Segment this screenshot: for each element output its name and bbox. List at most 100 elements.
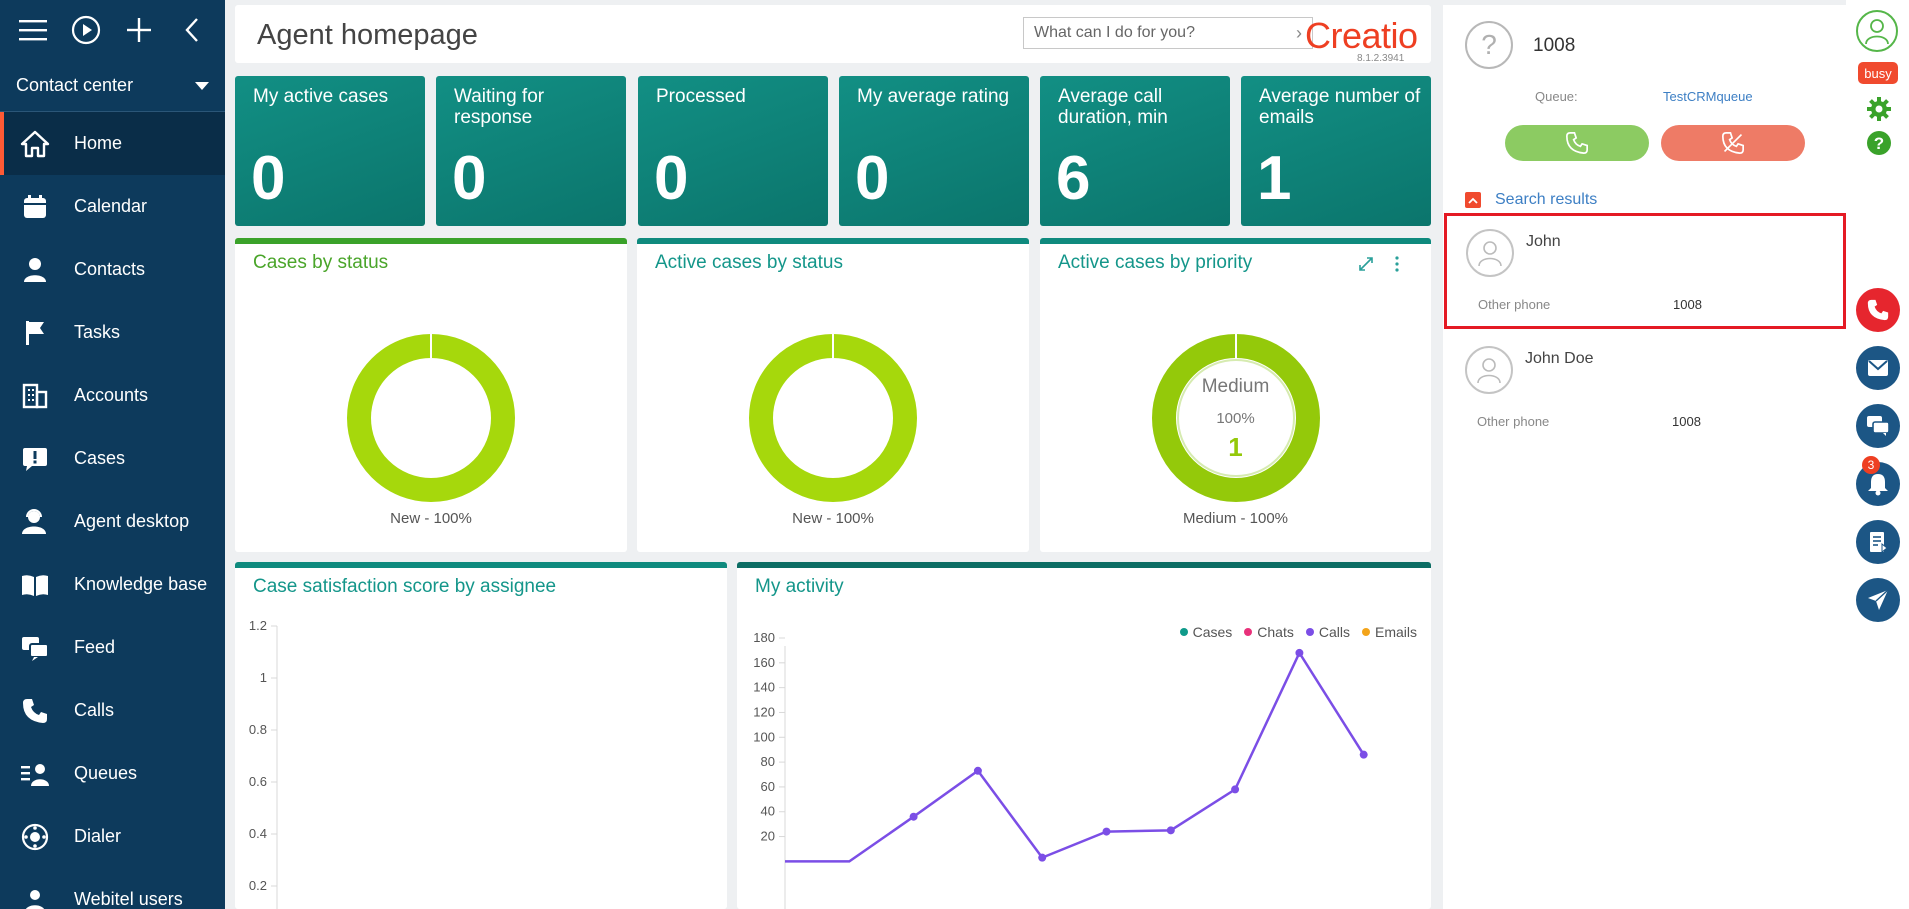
sidebar-item-home[interactable]: Home [0, 112, 225, 175]
kpi-label: My active cases [253, 86, 389, 107]
kpi-label: Waiting for response [454, 86, 545, 128]
sidebar-item-agent-desktop[interactable]: Agent desktop [0, 490, 225, 553]
donut-center-label: Medium [1201, 376, 1270, 397]
y-tick-label: 180 [753, 630, 775, 645]
kpi-value: 0 [251, 144, 286, 213]
data-point-calls[interactable] [1102, 827, 1111, 836]
sidebar-item-label: Calls [74, 700, 115, 720]
case-icon [20, 444, 50, 474]
sidebar-item-calendar[interactable]: Calendar [0, 175, 225, 238]
kpi-tile-active-cases[interactable]: My active cases 0 [235, 76, 425, 226]
active-cases-by-status-card: Active cases by status New - 100% [637, 238, 1029, 552]
y-tick-label: 20 [761, 829, 775, 844]
status-badge[interactable]: busy [1858, 62, 1898, 84]
end-call-button[interactable] [1661, 125, 1805, 161]
y-tick-label: 100 [753, 729, 775, 744]
send-button[interactable] [1856, 578, 1900, 622]
chevron-right-icon[interactable]: › [1296, 22, 1302, 43]
phone-field-value: 1008 [1673, 297, 1702, 312]
workplace-selector[interactable]: Contact center [0, 60, 225, 112]
card-title: Cases by status [253, 252, 389, 273]
queue-label: Queue: [1535, 89, 1578, 104]
contact-name-link[interactable]: John Doe [1525, 350, 1594, 367]
search-results-header[interactable]: Search results [1465, 191, 1597, 209]
data-point-calls[interactable] [909, 812, 918, 821]
add-button[interactable] [120, 8, 159, 52]
card-title: Case satisfaction score by assignee [253, 576, 557, 597]
help-icon[interactable]: ? [1866, 130, 1892, 156]
kpi-tile-processed[interactable]: Processed 0 [638, 76, 828, 226]
process-log-button[interactable] [1856, 520, 1900, 564]
queue-icon [20, 759, 50, 789]
answer-call-button[interactable] [1505, 125, 1649, 161]
donut-center-value: 1 [1228, 432, 1243, 462]
dialer-icon [20, 822, 50, 852]
sidebar-item-calls[interactable]: Calls [0, 679, 225, 742]
sidebar-item-label: Cases [74, 448, 126, 468]
workplace-label: Contact center [16, 75, 134, 95]
expand-icon[interactable] [1358, 256, 1374, 272]
sidebar-item-feed[interactable]: Feed [0, 616, 225, 679]
donut-slice-new[interactable] [749, 334, 917, 502]
page-header: Agent homepage What can I do for you? › … [235, 5, 1431, 64]
chat-button[interactable] [1856, 404, 1900, 448]
data-point-calls[interactable] [1231, 785, 1240, 794]
feed-icon [20, 633, 50, 663]
legend-item-chats[interactable]: Chats [1244, 624, 1294, 640]
phone-icon [20, 696, 50, 726]
sidebar-item-cases[interactable]: Cases [0, 427, 225, 490]
person-icon [20, 255, 50, 285]
kpi-tile-emails[interactable]: Average number of emails 1 [1241, 76, 1431, 226]
data-point-calls[interactable] [1359, 750, 1368, 759]
building-icon [20, 381, 50, 411]
process-button[interactable] [67, 8, 106, 52]
activity-chart: 180 160 140 120 100 80 60 40 20 [753, 630, 1368, 909]
email-button[interactable] [1856, 346, 1900, 390]
queue-value-link[interactable]: TestCRMqueue [1663, 89, 1753, 104]
kpi-tile-call-duration[interactable]: Average call duration, min 6 [1040, 76, 1230, 226]
series-line-calls [785, 650, 1365, 863]
sidebar-item-label: Queues [74, 763, 138, 783]
donut-chart [1152, 334, 1320, 502]
search-result-john-doe[interactable]: John Doe Other phone 1008 [1443, 330, 1846, 440]
chevron-left-icon [185, 18, 198, 42]
sidebar-item-accounts[interactable]: Accounts [0, 364, 225, 427]
phone-field-value: 1008 [1672, 414, 1701, 429]
kpi-tile-average-rating[interactable]: My average rating 0 [839, 76, 1029, 226]
hang-up-icon [1722, 132, 1744, 154]
donut-chart [347, 334, 515, 502]
data-point-calls[interactable] [1295, 648, 1304, 657]
search-result-john[interactable]: John Other phone 1008 [1444, 213, 1846, 329]
sidebar-item-tasks[interactable]: Tasks [0, 301, 225, 364]
kpi-tile-waiting[interactable]: Waiting for response 0 [436, 76, 626, 226]
card-title: Active cases by status [655, 252, 843, 273]
collapse-icon[interactable] [1465, 192, 1481, 208]
search-results-label: Search results [1495, 191, 1598, 208]
donut-slice-new[interactable] [347, 334, 515, 502]
data-point-calls[interactable] [973, 766, 982, 775]
sidebar-item-contacts[interactable]: Contacts [0, 238, 225, 301]
legend-item-calls[interactable]: Calls [1305, 624, 1350, 640]
contact-name-link[interactable]: John [1526, 233, 1561, 250]
sidebar-item-queues[interactable]: Queues [0, 742, 225, 805]
sidebar-item-dialer[interactable]: Dialer [0, 805, 225, 868]
more-options-icon[interactable] [1394, 256, 1400, 272]
play-circle-icon [72, 15, 101, 45]
legend-item-emails[interactable]: Emails [1361, 624, 1417, 640]
menu-button[interactable] [14, 8, 53, 52]
collapse-sidebar-button[interactable] [172, 8, 211, 52]
bell-icon [1868, 474, 1888, 496]
notifications-button[interactable]: 3 [1856, 456, 1900, 506]
gear-icon[interactable] [1866, 96, 1892, 122]
data-point-calls[interactable] [1166, 826, 1175, 835]
phone-icon [1566, 132, 1588, 154]
legend-item-cases[interactable]: Cases [1179, 624, 1232, 640]
y-tick-label: 0.6 [249, 774, 267, 789]
user-profile-avatar[interactable] [1856, 10, 1898, 52]
phone-call-button[interactable] [1856, 288, 1900, 332]
command-line-input[interactable]: What can I do for you? › [1023, 17, 1313, 49]
sidebar-item-webitel-users[interactable]: Webitel users [0, 868, 225, 909]
sidebar-item-knowledge-base[interactable]: Knowledge base [0, 553, 225, 616]
y-tick-label: 1 [260, 670, 267, 685]
data-point-calls[interactable] [1038, 853, 1047, 862]
